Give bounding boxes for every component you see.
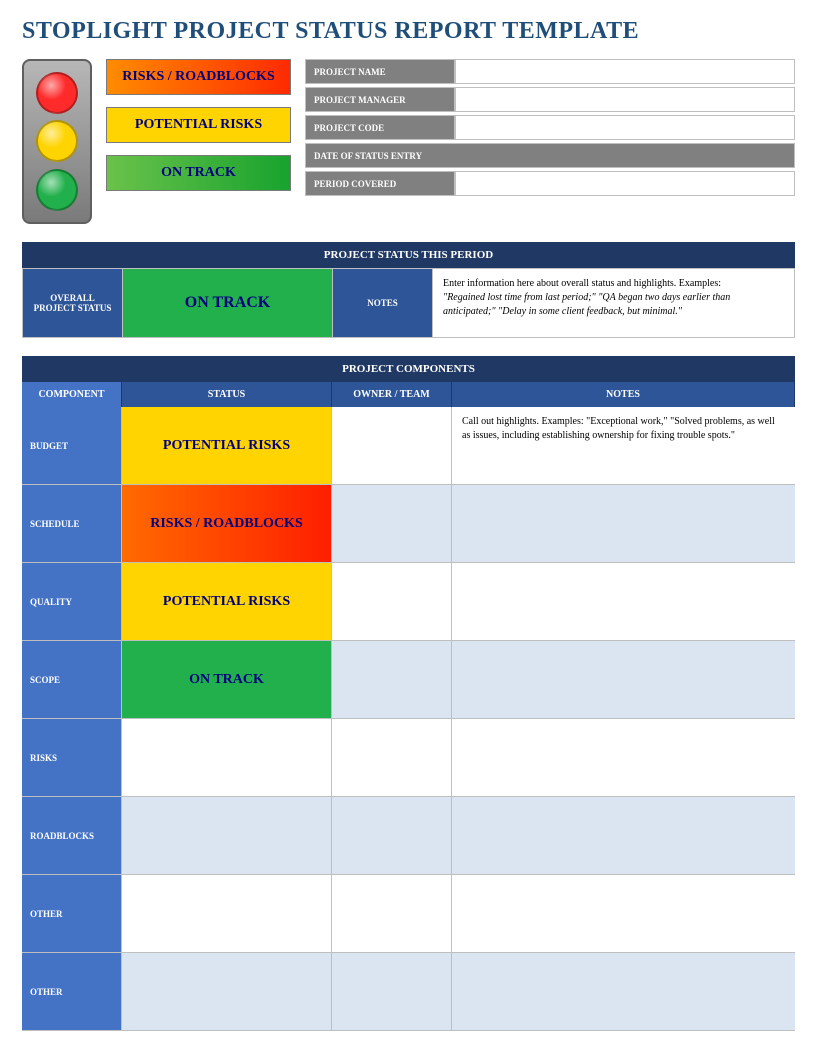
components-body: BUDGETPOTENTIAL RISKSCall out highlights… xyxy=(22,407,795,1031)
component-label: SCHEDULE xyxy=(22,485,122,562)
meta-date-entry-label: DATE OF STATUS ENTRY xyxy=(305,143,795,168)
legend: RISKS / ROADBLOCKS POTENTIAL RISKS ON TR… xyxy=(106,59,291,191)
component-label: SCOPE xyxy=(22,641,122,718)
overall-status-value: ON TRACK xyxy=(123,269,333,337)
component-status: RISKS / ROADBLOCKS xyxy=(122,485,332,562)
component-owner[interactable] xyxy=(332,485,452,562)
components-header: COMPONENT STATUS OWNER / TEAM NOTES xyxy=(22,382,795,407)
component-label: OTHER xyxy=(22,953,122,1030)
meta-project-name-label: PROJECT NAME xyxy=(305,59,455,84)
meta-project-name-value[interactable] xyxy=(455,59,795,84)
component-label: QUALITY xyxy=(22,563,122,640)
component-notes[interactable]: Call out highlights. Examples: "Exceptio… xyxy=(452,407,795,484)
header-component: COMPONENT xyxy=(22,382,122,407)
legend-red: RISKS / ROADBLOCKS xyxy=(106,59,291,95)
overall-status-label: OVERALL PROJECT STATUS xyxy=(23,269,123,337)
section-status-period: PROJECT STATUS THIS PERIOD xyxy=(22,242,795,268)
component-row: SCHEDULERISKS / ROADBLOCKS xyxy=(22,485,795,563)
component-notes[interactable] xyxy=(452,719,795,796)
component-status: POTENTIAL RISKS xyxy=(122,563,332,640)
component-row: BUDGETPOTENTIAL RISKS Call out highlights… xyxy=(22,407,795,485)
component-status xyxy=(122,875,332,952)
stoplight-icon xyxy=(22,59,92,224)
legend-yellow: POTENTIAL RISKS xyxy=(106,107,291,143)
page-title: STOPLIGHT PROJECT STATUS REPORT TEMPLATE xyxy=(22,18,795,45)
component-row: ROADBLOCKS xyxy=(22,797,795,875)
light-yellow xyxy=(36,120,78,162)
component-status xyxy=(122,719,332,796)
component-owner[interactable] xyxy=(332,875,452,952)
component-row: SCOPEON TRACK xyxy=(22,641,795,719)
component-owner[interactable] xyxy=(332,641,452,718)
notes-examples: "Regained lost time from last period;" "… xyxy=(443,292,730,317)
light-red xyxy=(36,72,78,114)
component-label: BUDGET xyxy=(22,407,122,484)
component-notes[interactable] xyxy=(452,485,795,562)
component-owner[interactable] xyxy=(332,407,452,484)
component-notes[interactable] xyxy=(452,797,795,874)
meta-project-manager-value[interactable] xyxy=(455,87,795,112)
header-notes: NOTES xyxy=(452,382,795,407)
component-status: ON TRACK xyxy=(122,641,332,718)
component-status xyxy=(122,797,332,874)
meta-period-covered-value[interactable] xyxy=(455,171,795,196)
meta-project-code-label: PROJECT CODE xyxy=(305,115,455,140)
meta-table: PROJECT NAME PROJECT MANAGER PROJECT COD… xyxy=(305,59,795,196)
section-components: PROJECT COMPONENTS xyxy=(22,356,795,382)
legend-green: ON TRACK xyxy=(106,155,291,191)
component-row: OTHER xyxy=(22,953,795,1031)
component-status: POTENTIAL RISKS xyxy=(122,407,332,484)
meta-period-covered-label: PERIOD COVERED xyxy=(305,171,455,196)
component-notes[interactable] xyxy=(452,953,795,1030)
component-notes[interactable] xyxy=(452,563,795,640)
header-owner: OWNER / TEAM xyxy=(332,382,452,407)
top-row: RISKS / ROADBLOCKS POTENTIAL RISKS ON TR… xyxy=(22,59,795,224)
component-owner[interactable] xyxy=(332,797,452,874)
header-status: STATUS xyxy=(122,382,332,407)
notes-lead: Enter information here about overall sta… xyxy=(443,278,721,289)
component-notes[interactable] xyxy=(452,875,795,952)
light-green xyxy=(36,169,78,211)
component-owner[interactable] xyxy=(332,953,452,1030)
overall-notes-label: NOTES xyxy=(333,269,433,337)
component-notes[interactable] xyxy=(452,641,795,718)
component-label: OTHER xyxy=(22,875,122,952)
component-row: OTHER xyxy=(22,875,795,953)
component-row: QUALITYPOTENTIAL RISKS xyxy=(22,563,795,641)
component-status xyxy=(122,953,332,1030)
meta-project-code-value[interactable] xyxy=(455,115,795,140)
meta-project-manager-label: PROJECT MANAGER xyxy=(305,87,455,112)
component-row: RISKS xyxy=(22,719,795,797)
overall-notes[interactable]: Enter information here about overall sta… xyxy=(433,269,794,337)
component-owner[interactable] xyxy=(332,563,452,640)
component-owner[interactable] xyxy=(332,719,452,796)
status-period-row: OVERALL PROJECT STATUS ON TRACK NOTES En… xyxy=(22,268,795,338)
component-label: RISKS xyxy=(22,719,122,796)
component-label: ROADBLOCKS xyxy=(22,797,122,874)
